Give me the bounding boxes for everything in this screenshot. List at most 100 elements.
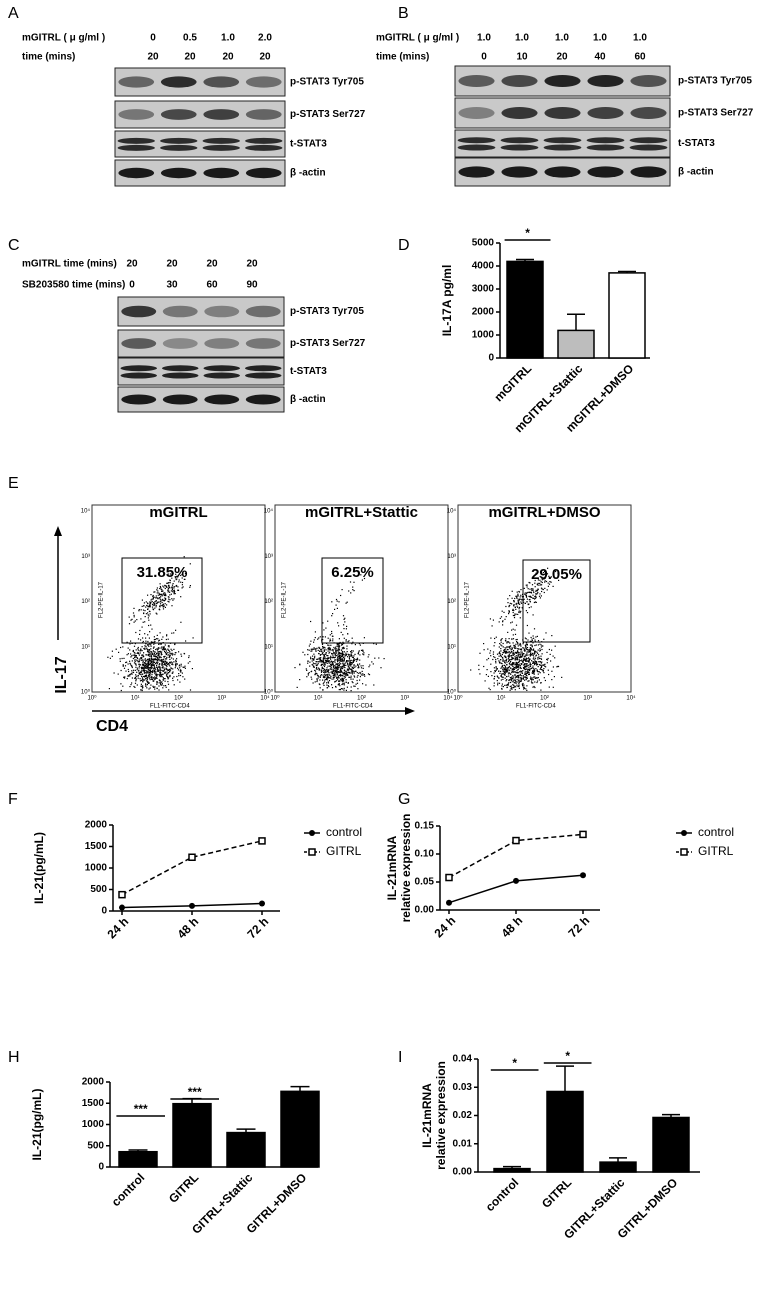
event-dot bbox=[337, 672, 339, 674]
event-dot bbox=[511, 621, 513, 623]
event-dot bbox=[157, 670, 159, 672]
event-dot bbox=[548, 673, 550, 676]
event-dot bbox=[508, 679, 510, 681]
event-dot bbox=[157, 647, 159, 649]
event-dot bbox=[522, 643, 524, 645]
event-dot bbox=[153, 636, 155, 638]
legend-marker bbox=[680, 848, 688, 856]
event-dot bbox=[351, 668, 353, 670]
event-dot bbox=[323, 659, 325, 661]
blot-strip bbox=[454, 129, 671, 158]
event-dot bbox=[502, 652, 504, 654]
event-dot bbox=[342, 651, 344, 653]
event-dot bbox=[162, 593, 165, 595]
event-dot bbox=[332, 613, 334, 615]
blot-band bbox=[202, 144, 240, 151]
event-dot bbox=[518, 661, 520, 663]
event-dot bbox=[517, 664, 519, 666]
flow-x-tick: 10⁰ bbox=[453, 695, 463, 702]
event-dot bbox=[511, 678, 513, 680]
event-dot bbox=[183, 666, 185, 668]
event-dot bbox=[355, 683, 357, 685]
event-dot bbox=[526, 665, 528, 667]
event-dot bbox=[174, 577, 177, 579]
event-dot bbox=[330, 655, 332, 657]
event-dot bbox=[342, 666, 344, 668]
event-dot bbox=[166, 656, 168, 658]
event-dot bbox=[357, 664, 359, 666]
event-dot bbox=[177, 679, 179, 681]
blot-band bbox=[120, 372, 158, 379]
event-dot bbox=[331, 657, 333, 659]
event-dot bbox=[145, 606, 147, 608]
event-dot bbox=[503, 667, 505, 669]
event-dot bbox=[140, 659, 142, 661]
event-dot bbox=[130, 664, 132, 666]
event-dot bbox=[351, 662, 353, 664]
event-dot bbox=[511, 663, 513, 665]
event-dot bbox=[164, 597, 166, 599]
flow-x-tick: 10³ bbox=[400, 696, 409, 702]
event-dot bbox=[141, 599, 143, 601]
event-dot bbox=[524, 655, 526, 657]
blot-row-label: β -actin bbox=[290, 168, 326, 179]
event-dot bbox=[169, 573, 171, 575]
event-dot bbox=[318, 637, 320, 639]
event-dot bbox=[154, 604, 156, 606]
event-dot bbox=[544, 571, 546, 573]
event-dot bbox=[144, 621, 146, 623]
event-dot bbox=[156, 601, 159, 603]
event-dot bbox=[525, 642, 528, 644]
event-dot bbox=[149, 675, 151, 677]
event-dot bbox=[502, 620, 504, 622]
event-dot bbox=[159, 647, 161, 649]
event-dot bbox=[532, 597, 535, 599]
event-dot bbox=[122, 685, 124, 687]
event-dot bbox=[164, 660, 166, 662]
event-dot bbox=[148, 682, 150, 684]
event-dot bbox=[538, 671, 540, 673]
event-dot bbox=[135, 656, 137, 658]
event-dot bbox=[131, 673, 133, 675]
event-dot bbox=[149, 669, 151, 671]
event-dot bbox=[154, 591, 156, 593]
blot-row-label: t-STAT3 bbox=[678, 138, 715, 149]
event-dot bbox=[340, 668, 342, 670]
event-dot bbox=[537, 658, 539, 660]
event-dot bbox=[330, 640, 332, 642]
blot-band bbox=[162, 305, 198, 318]
event-dot bbox=[161, 663, 164, 665]
event-dot bbox=[159, 667, 161, 670]
event-dot bbox=[487, 675, 489, 677]
event-dot bbox=[355, 658, 357, 661]
event-dot bbox=[326, 677, 329, 679]
event-dot bbox=[162, 673, 164, 675]
event-dot bbox=[495, 669, 497, 671]
event-dot bbox=[312, 664, 314, 666]
event-dot bbox=[153, 654, 155, 656]
event-dot bbox=[329, 661, 331, 663]
event-dot bbox=[507, 652, 509, 654]
event-dot bbox=[149, 679, 151, 681]
event-dot bbox=[502, 664, 504, 667]
event-dot bbox=[528, 659, 530, 662]
event-dot bbox=[145, 674, 147, 676]
y-axis-label: IL-21mRNA bbox=[385, 835, 399, 900]
event-dot bbox=[319, 676, 321, 678]
event-dot bbox=[331, 662, 333, 664]
event-dot bbox=[507, 684, 509, 687]
event-dot bbox=[518, 660, 520, 662]
flow-y-tick: 10³ bbox=[264, 554, 273, 560]
event-dot bbox=[321, 649, 323, 651]
event-dot bbox=[121, 657, 123, 660]
event-dot bbox=[533, 637, 535, 639]
event-dot bbox=[140, 679, 142, 681]
blot-header-value: 0 bbox=[150, 33, 156, 44]
event-dot bbox=[146, 665, 148, 667]
event-dot bbox=[192, 637, 194, 639]
event-dot bbox=[158, 669, 160, 671]
event-dot bbox=[180, 621, 182, 623]
event-dot bbox=[119, 660, 121, 662]
event-dot bbox=[134, 682, 137, 684]
event-dot bbox=[161, 588, 163, 591]
